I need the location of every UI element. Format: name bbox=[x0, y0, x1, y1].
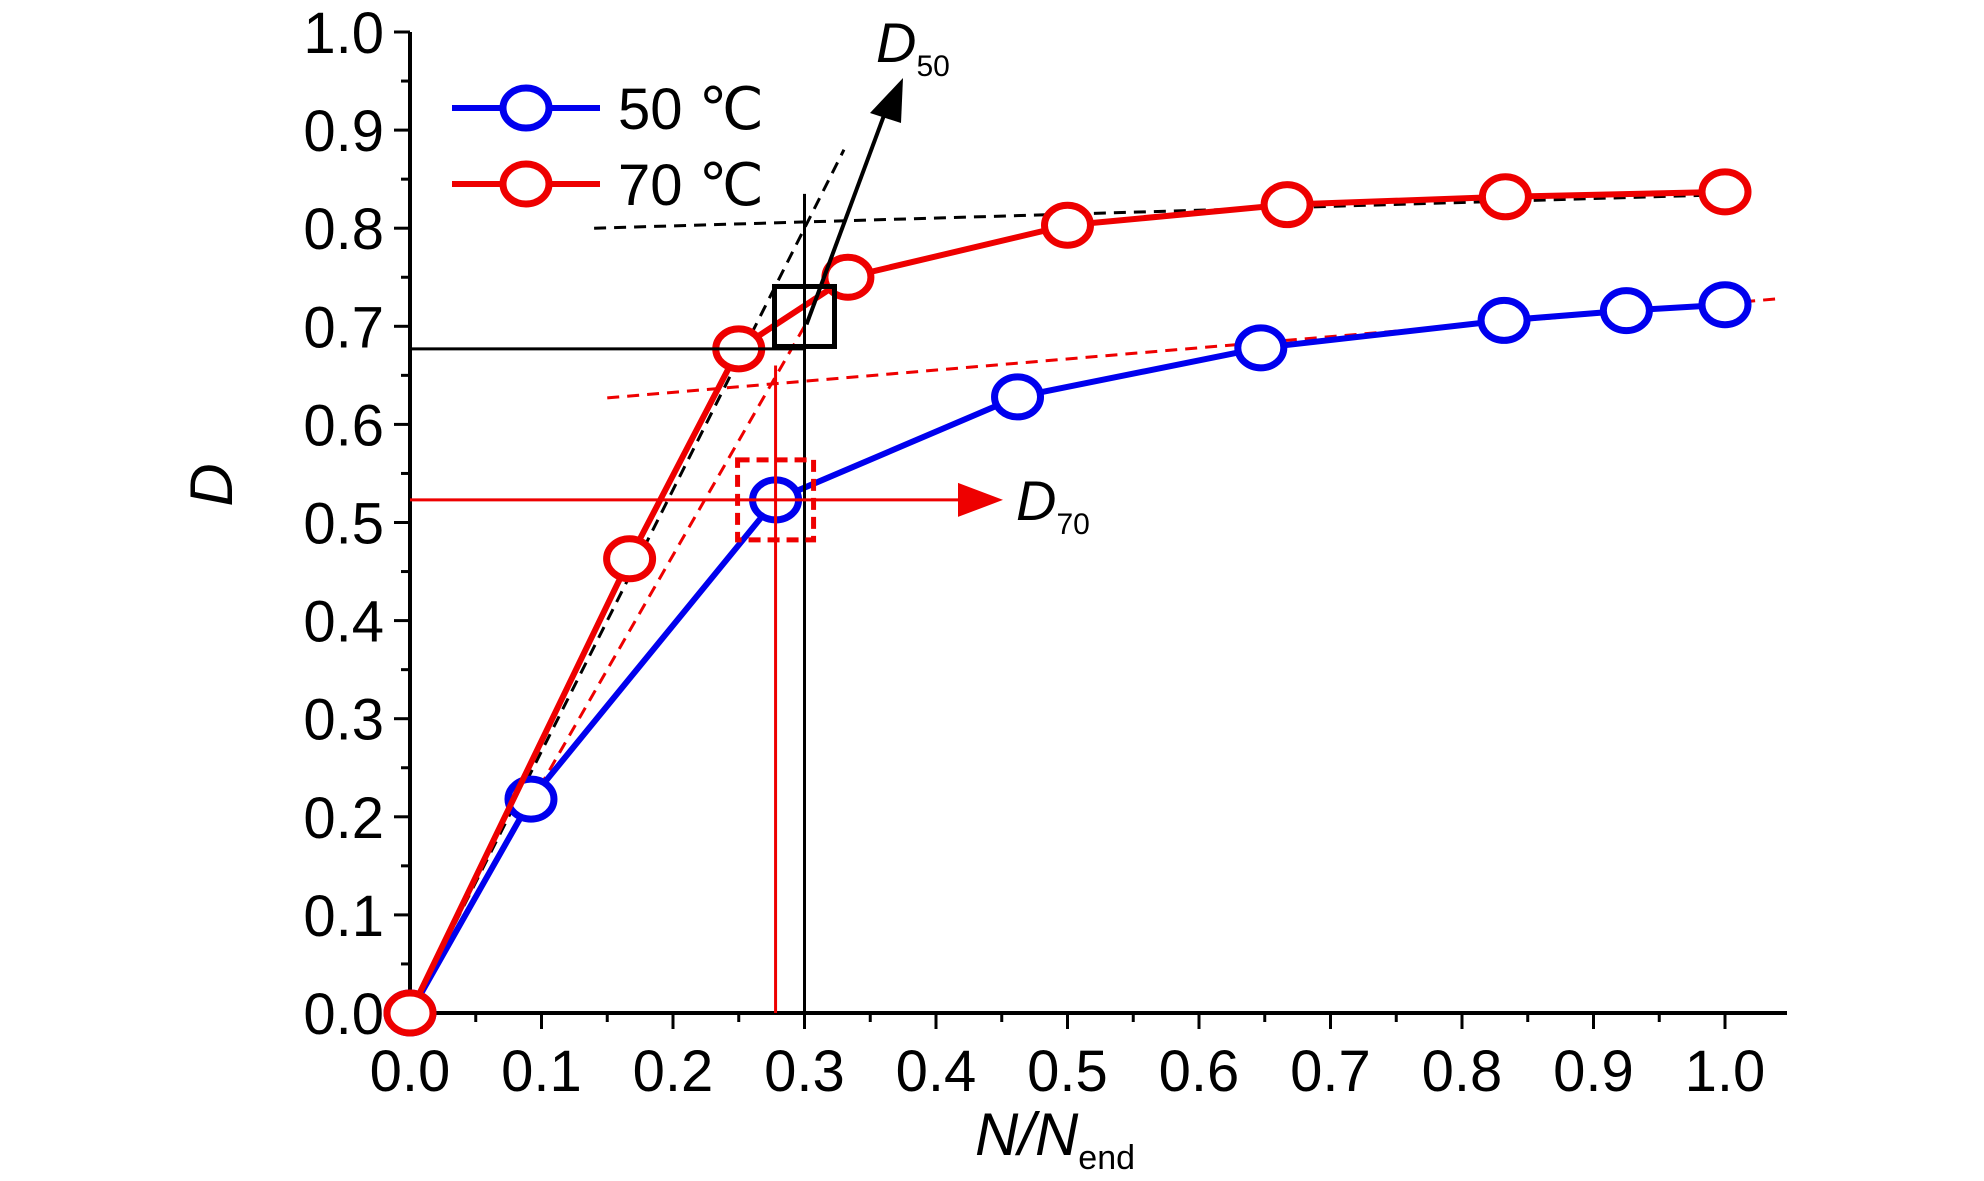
x-tick-label: 1.0 bbox=[1685, 1039, 1766, 1104]
series-layer bbox=[383, 168, 1752, 1037]
data-point bbox=[1478, 173, 1532, 221]
x-axis-label-main: N/N bbox=[975, 1101, 1079, 1168]
d50-arrow-shaft bbox=[804, 109, 888, 326]
x-tick-label: 0.8 bbox=[1422, 1039, 1503, 1104]
d50-label-sub: 50 bbox=[916, 50, 949, 83]
y-tick-label: 0.8 bbox=[303, 197, 384, 262]
series-50c bbox=[383, 281, 1752, 1037]
data-point bbox=[821, 253, 875, 301]
legend-item-70c: 70 ℃ bbox=[452, 153, 764, 218]
d50-label-main: D bbox=[876, 11, 916, 74]
data-point bbox=[991, 373, 1045, 421]
data-point bbox=[1477, 296, 1531, 344]
x-tick-label: 0.3 bbox=[764, 1039, 845, 1104]
y-tick-label: 0.0 bbox=[303, 982, 384, 1047]
d50-arrowhead bbox=[870, 78, 903, 123]
x-tick-label: 0.5 bbox=[1027, 1039, 1108, 1104]
y-tick-label: 1.0 bbox=[303, 1, 384, 66]
data-point bbox=[1698, 281, 1752, 329]
y-axis-label: D bbox=[178, 463, 245, 506]
x-tick-label: 0.6 bbox=[1159, 1039, 1240, 1104]
series-line bbox=[407, 301, 1726, 1015]
data-point bbox=[1599, 287, 1653, 335]
d70-arrowhead bbox=[958, 482, 1003, 517]
y-tick-label: 0.2 bbox=[303, 786, 384, 851]
data-point bbox=[383, 989, 437, 1037]
data-point bbox=[1234, 324, 1288, 372]
legend-marker bbox=[499, 84, 553, 132]
y-tick-label: 0.6 bbox=[303, 393, 384, 458]
data-point bbox=[1041, 201, 1094, 249]
data-point bbox=[603, 535, 657, 583]
reference-line-3 bbox=[607, 297, 1778, 400]
data-point bbox=[1260, 181, 1314, 229]
series-70c bbox=[383, 168, 1752, 1037]
y-tick-label: 0.7 bbox=[303, 295, 384, 360]
y-tick-label: 0.9 bbox=[303, 99, 384, 164]
x-tick-label: 0.0 bbox=[370, 1039, 451, 1104]
x-axis-label: N/Nend bbox=[975, 1101, 1135, 1177]
y-tick-label: 0.3 bbox=[303, 688, 384, 753]
x-axis-label-sub: end bbox=[1078, 1139, 1135, 1177]
d70-marker-box bbox=[735, 457, 817, 543]
d70-label-sub: 70 bbox=[1056, 508, 1089, 541]
x-tick-label: 0.4 bbox=[896, 1039, 977, 1104]
d70-label: D70 bbox=[1016, 469, 1090, 541]
legend-marker bbox=[499, 160, 553, 208]
x-tick-label: 0.7 bbox=[1290, 1039, 1371, 1104]
axes: 0.0 0.1 0.2 0.3 0.4 0.5 0.6 0.7 0.8 0.9 1.0 0.0 0.1 0… bbox=[303, 1, 1787, 1104]
legend-label: 50 ℃ bbox=[618, 77, 764, 142]
x-tick-label: 0.9 bbox=[1553, 1039, 1634, 1104]
d50-label: D50 bbox=[876, 11, 950, 83]
y-tick-label: 0.4 bbox=[303, 590, 384, 655]
x-tick-label: 0.1 bbox=[501, 1039, 582, 1104]
series-line bbox=[407, 188, 1726, 1015]
x-tick-label: 0.2 bbox=[633, 1039, 714, 1104]
reference-lines bbox=[408, 149, 1778, 1014]
y-tick-label: 0.1 bbox=[303, 884, 384, 949]
reference-line-1 bbox=[594, 192, 1752, 230]
legend: 50 ℃ 70 ℃ bbox=[452, 77, 764, 218]
data-point bbox=[1698, 168, 1752, 216]
d50-marker-box bbox=[772, 283, 837, 349]
legend-label: 70 ℃ bbox=[618, 153, 764, 218]
y-tick-label: 0.5 bbox=[303, 492, 384, 557]
d70-label-main: D bbox=[1016, 469, 1056, 532]
legend-item-50c: 50 ℃ bbox=[452, 77, 764, 142]
